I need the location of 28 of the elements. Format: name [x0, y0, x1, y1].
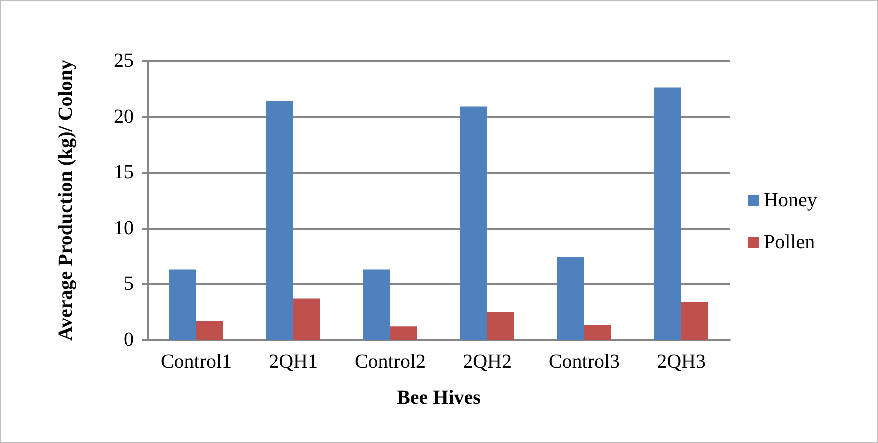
x-tick-label: 2QH2: [463, 351, 512, 373]
x-tick-label: Control2: [354, 351, 426, 373]
bar: [682, 302, 708, 340]
legend-label: Pollen: [764, 232, 816, 254]
y-tick-label: 25: [114, 50, 134, 72]
y-axis-title: Average Production (kg)/ Colony: [55, 60, 77, 341]
bar: [488, 312, 514, 340]
x-axis-title: Bee Hives: [397, 387, 482, 409]
bar: [460, 106, 488, 340]
bar: [558, 257, 584, 340]
y-tick-label: 10: [114, 217, 134, 240]
legend-label: Honey: [764, 190, 818, 212]
y-tick-label: 5: [124, 273, 134, 296]
bar: [266, 101, 294, 340]
x-tick-label: 2QH1: [269, 351, 318, 373]
y-tick-label: 15: [114, 162, 134, 184]
x-tick-label: 2QH3: [657, 351, 706, 373]
bar: [294, 298, 320, 340]
x-tick-label: Control1: [160, 351, 232, 373]
bar: [390, 326, 418, 340]
y-tick-label: 20: [114, 106, 134, 128]
bar: [364, 270, 390, 340]
bar: [584, 325, 612, 340]
bar: [196, 321, 224, 340]
y-tick-label: 0: [124, 329, 134, 351]
bar: [654, 88, 682, 340]
x-tick-label: Control3: [548, 351, 620, 373]
bar: [170, 270, 196, 340]
